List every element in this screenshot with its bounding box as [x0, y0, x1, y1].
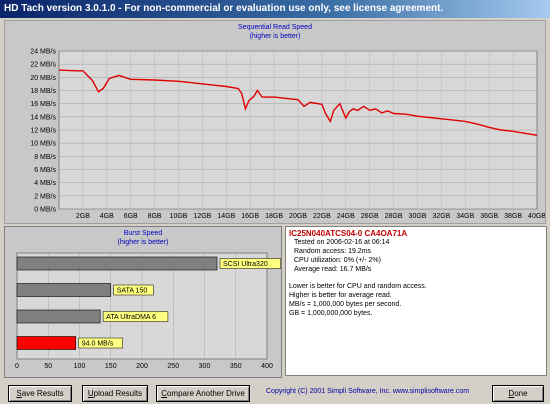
read-y-tick-label: 12 MB/s: [30, 128, 56, 135]
burst-bar: [16, 283, 112, 297]
sequential-read-chart: 0 MB/s 2 MB/s 4 MB/s 6 MB/s 8 MB/s 10 MB/s 12 …: [30, 49, 545, 221]
read-y-tick-label: 8 MB/s: [34, 154, 56, 161]
read-y-tick-label: 22 MB/s: [30, 62, 56, 69]
read-y-tick-label: 6 MB/s: [34, 167, 56, 174]
save-hotkey: S: [16, 389, 22, 398]
compare-drive-button[interactable]: Compare Another Drive: [156, 385, 250, 402]
read-x-tick-label: 34GB: [456, 213, 474, 220]
read-x-tick-label: 8GB: [148, 213, 162, 220]
burst-x-tick-label: 250: [167, 363, 179, 370]
read-x-tick-label: 22GB: [313, 213, 331, 220]
burst-bar: [16, 309, 101, 324]
read-chart-subtitle: (higher is better): [249, 33, 301, 40]
done-button[interactable]: Done: [492, 385, 544, 402]
burst-chart-subtitle: (higher is better): [117, 239, 169, 246]
read-x-tick-label: 32GB: [432, 213, 450, 220]
burst-bar: [16, 256, 218, 271]
read-x-tick-label: 14GB: [217, 213, 235, 220]
read-x-tick-label: 28GB: [385, 213, 403, 220]
burst-x-tick-label: 50: [44, 363, 52, 370]
read-x-tick-label: 30GB: [409, 213, 427, 220]
burst-bar-label-box: [78, 337, 123, 349]
drive-info-panel: IC25N040ATCS04-0 CA4OA71A Tested on 2006…: [285, 226, 547, 376]
burst-bar-label: 94.0 MB/s: [82, 341, 114, 348]
burst-bar-label-box: [113, 284, 154, 296]
read-y-tick-label: 20 MB/s: [30, 75, 56, 82]
note-higher-better: Higher is better for average read.: [289, 292, 392, 299]
note-gb-def: GB = 1,000,000,000 bytes.: [289, 310, 373, 317]
read-x-tick-label: 20GB: [289, 213, 307, 220]
read-x-tick-label: 40GB: [528, 213, 545, 220]
save-label: ave Results: [21, 389, 64, 398]
burst-x-tick-label: 150: [105, 363, 117, 370]
read-y-tick-label: 10 MB/s: [30, 141, 56, 148]
note-lower-better: Lower is better for CPU and random acces…: [289, 283, 427, 290]
burst-speed-panel: Burst Speed (higher is better) 0 50 100 150…: [4, 226, 282, 378]
read-y-tick-label: 0 MB/s: [34, 207, 56, 214]
read-x-tick-label: 4GB: [100, 213, 114, 220]
compare-label: ompare Another Drive: [166, 389, 245, 398]
compare-hotkey: C: [161, 389, 167, 398]
burst-x-tick-label: 300: [199, 363, 211, 370]
burst-bar-label-box: [219, 258, 281, 269]
burst-speed-chart: 0 50 100 150 200 250 300 350 400 SCSI Ultra320 SAT…: [15, 252, 281, 370]
upload-hotkey: U: [87, 389, 94, 398]
burst-x-tick-label: 0: [15, 363, 19, 370]
read-x-tick-label: 10GB: [170, 213, 188, 220]
copyright-text: Copyright (C) 2001 Simpli Software, Inc.…: [266, 388, 470, 395]
read-speed-series-line: [58, 69, 538, 136]
burst-x-tick-label: 350: [230, 363, 242, 370]
burst-chart-title: Burst Speed: [123, 230, 163, 237]
done-hotkey: D: [508, 389, 515, 398]
read-chart-title: Sequential Read Speed: [238, 24, 312, 31]
cpu-utilization: CPU utilization: 0% (+/- 2%): [294, 257, 381, 264]
burst-bar-label: SATA 150: [117, 288, 148, 295]
read-y-tick-label: 16 MB/s: [30, 101, 56, 108]
read-y-tick-label: 4 MB/s: [34, 180, 56, 187]
burst-bar-label: SCSI Ultra320: [223, 261, 268, 268]
read-x-tick-label: 38GB: [504, 213, 522, 220]
note-mbs-def: MB/s = 1,000,000 bytes per second.: [289, 301, 402, 308]
burst-bar: [16, 336, 77, 350]
sequential-read-panel: Sequential Read Speed (higher is better)…: [4, 20, 546, 224]
read-x-tick-label: 16GB: [241, 213, 259, 220]
random-access: Random access: 19.2ms: [294, 248, 372, 255]
burst-bar-label: ATA UltraDMA 6: [106, 314, 156, 321]
save-results-button[interactable]: Save Results: [8, 385, 72, 402]
read-x-tick-label: 24GB: [337, 213, 355, 220]
read-x-tick-label: 18GB: [265, 213, 283, 220]
title-bar: HD Tach version 3.0.1.0 - For non-commer…: [0, 0, 550, 18]
read-y-tick-label: 24 MB/s: [30, 49, 56, 56]
burst-bar-label-box: [102, 311, 169, 322]
read-x-tick-label: 26GB: [361, 213, 379, 220]
read-x-tick-label: 12GB: [193, 213, 211, 220]
burst-x-tick-label: 400: [261, 363, 273, 370]
burst-x-tick-label: 200: [136, 363, 148, 370]
upload-results-button[interactable]: Upload Results: [82, 385, 148, 402]
done-label: one: [514, 389, 528, 398]
read-x-tick-label: 6GB: [124, 213, 138, 220]
read-y-tick-label: 18 MB/s: [30, 88, 56, 95]
read-y-tick-label: 14 MB/s: [30, 114, 56, 121]
read-y-tick-label: 2 MB/s: [34, 193, 56, 200]
read-x-tick-label: 2GB: [76, 213, 90, 220]
upload-label: pload Results: [93, 389, 143, 398]
average-read: Average read: 16.7 MB/s: [294, 266, 372, 273]
drive-model: IC25N040ATCS04-0 CA4OA71A: [289, 229, 408, 238]
tested-date: Tested on 2006-02-16 at 06:14: [294, 239, 390, 246]
burst-x-tick-label: 100: [74, 363, 86, 370]
read-x-tick-label: 36GB: [480, 213, 498, 220]
